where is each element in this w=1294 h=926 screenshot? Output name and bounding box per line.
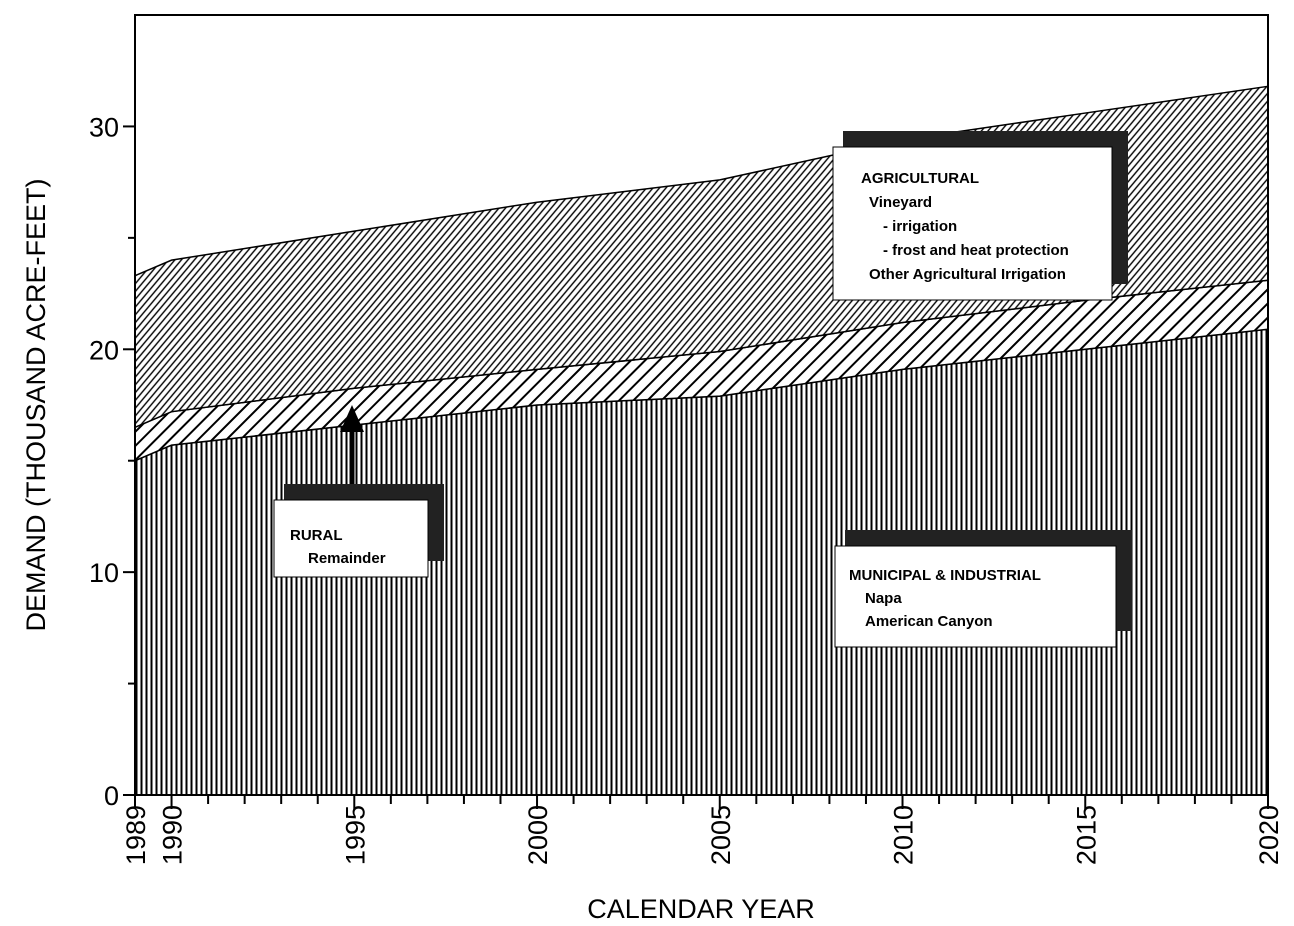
x-tick-label: 2015 — [1071, 805, 1101, 865]
rural-arrowhead — [340, 405, 364, 432]
x-tick-label: 2020 — [1254, 805, 1284, 865]
annotation-text: AGRICULTURAL — [861, 170, 979, 187]
annotation-text: Other Agricultural Irrigation — [869, 266, 1066, 283]
annotation-text: MUNICIPAL & INDUSTRIAL — [849, 567, 1041, 584]
x-tick-label: 2005 — [706, 805, 736, 865]
annotation-box — [832, 146, 1113, 301]
plot-frame — [134, 14, 1269, 796]
annotation-text: Remainder — [308, 550, 386, 567]
x-tick-label: 1995 — [340, 805, 370, 865]
x-tick-label: 2000 — [523, 805, 553, 865]
x-axis-label: CALENDAR YEAR — [587, 894, 815, 924]
annotation-text: RURAL — [290, 527, 343, 544]
y-tick-label: 10 — [89, 558, 119, 588]
annotation-box — [273, 499, 429, 578]
x-tick-label: 2010 — [889, 805, 919, 865]
annotation-text: - irrigation — [883, 218, 957, 235]
x-tick-label: 1990 — [158, 805, 188, 865]
annotation-box — [834, 545, 1117, 648]
annotation-text: Napa — [865, 590, 902, 607]
y-tick-label: 0 — [104, 781, 119, 811]
y-tick-label: 30 — [89, 112, 119, 142]
annotation-text: Vineyard — [869, 194, 932, 211]
annotation-text: - frost and heat protection — [883, 242, 1069, 259]
x-tick-label: 1989 — [121, 805, 151, 865]
annotation-text: American Canyon — [865, 613, 993, 630]
y-axis-label: DEMAND (THOUSAND ACRE-FEET) — [21, 178, 51, 631]
y-tick-label: 20 — [89, 335, 119, 365]
